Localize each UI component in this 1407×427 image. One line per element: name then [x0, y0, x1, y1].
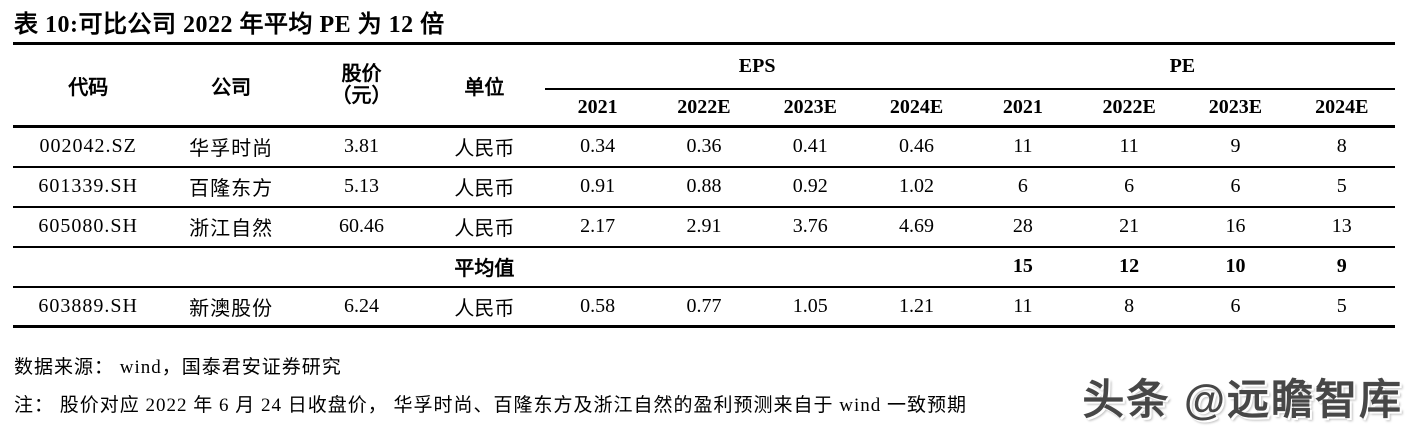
pe-2022e: 6 — [1076, 166, 1183, 208]
eps-2022e: 0.36 — [650, 126, 758, 168]
average-label: 平均值 — [424, 246, 545, 288]
stock-code: 601339.SH — [13, 166, 164, 208]
header-price-line1: 股价 — [341, 63, 382, 85]
empty-cell — [13, 246, 164, 288]
pe-2022e: 8 — [1076, 286, 1183, 328]
eps-2022e: 0.88 — [650, 166, 758, 208]
header-pe-2021: 2021 — [969, 88, 1076, 128]
average-row: 平均值 15 12 10 9 — [13, 246, 1395, 288]
empty-cell — [650, 246, 758, 288]
header-group-row: 代码 公司 股价 （元） 单位 EPS PE — [13, 43, 1395, 128]
header-eps-2021: 2021 — [544, 88, 651, 128]
company-name: 新澳股份 — [163, 286, 299, 328]
header-unit: 单位 — [424, 43, 545, 128]
stock-price: 5.13 — [298, 166, 425, 208]
avg-pe-2023e: 10 — [1182, 246, 1289, 288]
header-pe-2024e: 2024E — [1288, 88, 1395, 128]
eps-2024e: 1.21 — [863, 286, 970, 328]
company-name: 百隆东方 — [163, 166, 299, 208]
table-row: 603889.SH 新澳股份 6.24 人民币 0.58 0.77 1.05 1… — [13, 286, 1395, 328]
stock-price: 60.46 — [298, 206, 425, 248]
eps-2024e: 0.46 — [863, 126, 970, 168]
company-name: 华孚时尚 — [163, 126, 299, 168]
eps-2021: 2.17 — [544, 206, 651, 248]
empty-cell — [757, 246, 864, 288]
stock-price: 3.81 — [298, 126, 425, 168]
avg-pe-2024e: 9 — [1288, 246, 1395, 288]
eps-2024e: 1.02 — [863, 166, 970, 208]
empty-cell — [298, 246, 425, 288]
comparable-companies-table: 代码 公司 股价 （元） 单位 EPS PE 2021 2022E 2023E … — [13, 42, 1395, 328]
empty-cell — [163, 246, 299, 288]
pe-2024e: 13 — [1288, 206, 1395, 248]
header-eps-2024e: 2024E — [863, 88, 970, 128]
table-title: 表 10:可比公司 2022 年平均 PE 为 12 倍 — [14, 12, 445, 38]
header-price: 股价 （元） — [298, 43, 425, 128]
currency-unit: 人民币 — [424, 206, 545, 248]
currency-unit: 人民币 — [424, 126, 545, 168]
stock-code: 605080.SH — [13, 206, 164, 248]
header-company: 公司 — [163, 43, 299, 128]
currency-unit: 人民币 — [424, 286, 545, 328]
eps-2022e: 2.91 — [650, 206, 758, 248]
pe-2024e: 8 — [1288, 126, 1395, 168]
eps-2023e: 0.41 — [757, 126, 864, 168]
avg-pe-2021: 15 — [969, 246, 1076, 288]
pe-2021: 11 — [969, 286, 1076, 328]
currency-unit: 人民币 — [424, 166, 545, 208]
table-row: 601339.SH 百隆东方 5.13 人民币 0.91 0.88 0.92 1… — [13, 166, 1395, 208]
pe-2021: 6 — [969, 166, 1076, 208]
eps-2023e: 1.05 — [757, 286, 864, 328]
stock-price: 6.24 — [298, 286, 425, 328]
pe-2024e: 5 — [1288, 166, 1395, 208]
pe-2023e: 9 — [1182, 126, 1289, 168]
header-code: 代码 — [13, 43, 164, 128]
footnote: 注： 股价对应 2022 年 6 月 24 日收盘价， 华孚时尚、百隆东方及浙江… — [14, 395, 968, 416]
eps-2021: 0.34 — [544, 126, 651, 168]
watermark: 头条 @远瞻智库 — [1082, 376, 1403, 423]
eps-2023e: 0.92 — [757, 166, 864, 208]
table-row: 002042.SZ 华孚时尚 3.81 人民币 0.34 0.36 0.41 0… — [13, 126, 1395, 168]
eps-2021: 0.58 — [544, 286, 651, 328]
company-name: 浙江自然 — [163, 206, 299, 248]
pe-2023e: 6 — [1182, 286, 1289, 328]
data-source-note: 数据来源： wind，国泰君安证券研究 — [14, 357, 342, 378]
eps-2021: 0.91 — [544, 166, 651, 208]
empty-cell — [863, 246, 970, 288]
table-row: 605080.SH 浙江自然 60.46 人民币 2.17 2.91 3.76 … — [13, 206, 1395, 248]
stock-code: 002042.SZ — [13, 126, 164, 168]
pe-2023e: 16 — [1182, 206, 1289, 248]
header-pe-2022e: 2022E — [1076, 88, 1183, 128]
pe-2021: 28 — [969, 206, 1076, 248]
header-year-row: 2021 2022E 2023E 2024E 2021 2022E 2023E … — [13, 88, 1395, 128]
pe-2023e: 6 — [1182, 166, 1289, 208]
header-pe-group: PE — [969, 43, 1395, 90]
pe-2022e: 21 — [1076, 206, 1183, 248]
header-price-line2: （元） — [331, 85, 392, 107]
pe-2024e: 5 — [1288, 286, 1395, 328]
eps-2024e: 4.69 — [863, 206, 970, 248]
empty-cell — [544, 246, 651, 288]
eps-2023e: 3.76 — [757, 206, 864, 248]
avg-pe-2022e: 12 — [1076, 246, 1183, 288]
pe-2021: 11 — [969, 126, 1076, 168]
header-eps-group: EPS — [544, 43, 970, 90]
header-eps-2023e: 2023E — [757, 88, 864, 128]
pe-2022e: 11 — [1076, 126, 1183, 168]
header-pe-2023e: 2023E — [1182, 88, 1289, 128]
stock-code: 603889.SH — [13, 286, 164, 328]
eps-2022e: 0.77 — [650, 286, 758, 328]
header-eps-2022e: 2022E — [650, 88, 758, 128]
